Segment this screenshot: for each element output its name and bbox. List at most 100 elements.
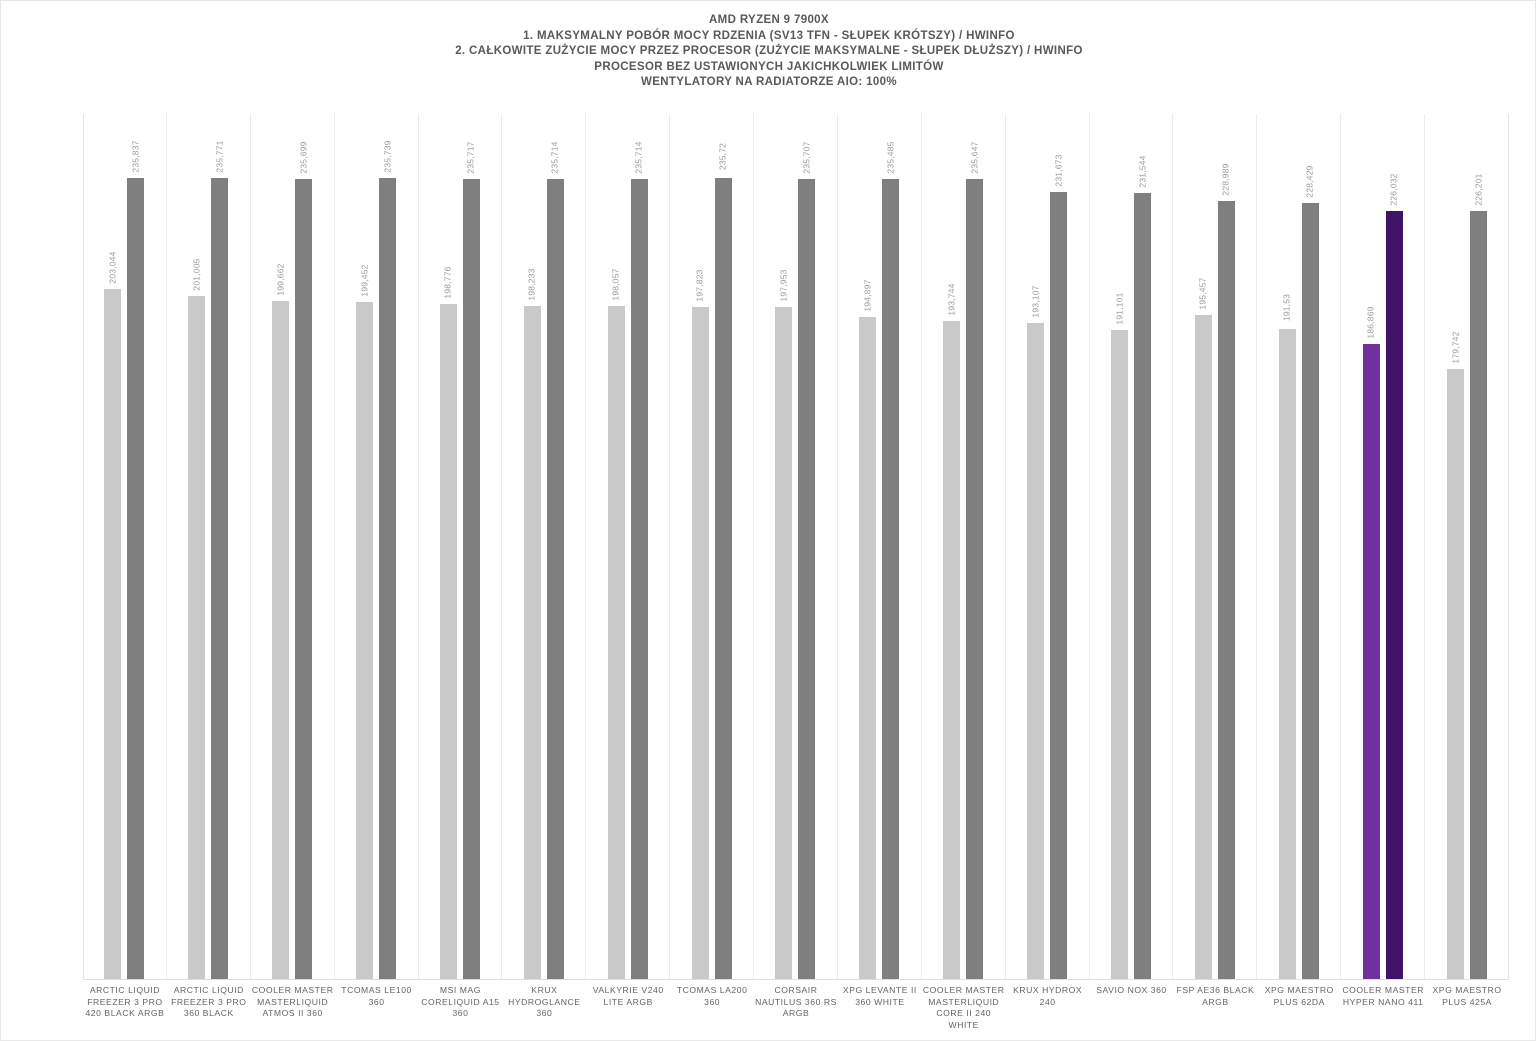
bar-rect[interactable]: [1385, 211, 1403, 979]
x-axis-label: CORSAIR NAUTILUS 360 RS ARGB: [755, 985, 837, 1018]
bar-rect[interactable]: [607, 306, 625, 979]
bar-rect[interactable]: [966, 178, 984, 979]
bar-group-bars: 197,953 235,707: [754, 114, 837, 979]
bar-rect[interactable]: [295, 178, 313, 979]
bar-core[interactable]: 198,057: [607, 114, 625, 979]
bar-total[interactable]: 226,201: [1470, 114, 1488, 979]
bar-group-bars: 197,823 235,72: [670, 114, 753, 979]
bar-value-label: 193,744: [946, 283, 957, 316]
bar-core[interactable]: 197,823: [691, 114, 709, 979]
bar-core[interactable]: 197,953: [775, 114, 793, 979]
x-axis-label: KRUX HYDROGLANCE 360: [508, 985, 581, 1018]
bar-rect[interactable]: [379, 178, 397, 979]
bar-rect[interactable]: [272, 300, 290, 979]
title-line-4: PROCESOR BEZ USTAWIONYCH JAKICHKOLWIEK L…: [594, 60, 944, 73]
title-line-1: AMD RYZEN 9 7900X: [709, 14, 829, 26]
bar-rect[interactable]: [1301, 203, 1319, 979]
bar-core[interactable]: 201,005: [188, 114, 206, 979]
x-axis-labels: ARCTIC LIQUID FREEZER 3 PRO 420 BLACK AR…: [83, 985, 1509, 1041]
bar-value-label: 235,72: [717, 143, 728, 171]
bar-total[interactable]: 235,739: [379, 114, 397, 979]
bar-rect[interactable]: [714, 178, 732, 979]
bar-value-label: 235,699: [298, 141, 309, 174]
bar-core[interactable]: 194,897: [859, 114, 877, 979]
bar-total[interactable]: 231,673: [1050, 114, 1068, 979]
bar-rect[interactable]: [691, 307, 709, 979]
bar-rect[interactable]: [188, 296, 206, 979]
bar-rect[interactable]: [523, 305, 541, 979]
bar-rect[interactable]: [356, 301, 374, 979]
bar-group-bars: 198,233 235,714: [502, 114, 585, 979]
bar-core[interactable]: 195,457: [1194, 114, 1212, 979]
bar-rect[interactable]: [1470, 210, 1488, 979]
bar-group: 191,53 228,429: [1257, 114, 1342, 979]
bar-value-label: 226,201: [1473, 173, 1484, 206]
x-axis-label: ARCTIC LIQUID FREEZER 3 PRO 360 BLACK: [171, 985, 247, 1018]
bar-core[interactable]: 193,744: [943, 114, 961, 979]
bar-rect[interactable]: [104, 289, 122, 979]
bar-total[interactable]: 228,429: [1301, 114, 1319, 979]
bar-total[interactable]: 228,989: [1217, 114, 1235, 979]
x-axis-label: ARCTIC LIQUID FREEZER 3 PRO 420 BLACK AR…: [85, 985, 165, 1018]
x-axis-label: XPG MAESTRO PLUS 425A: [1432, 985, 1502, 1007]
bar-core[interactable]: 199,662: [272, 114, 290, 979]
bar-core[interactable]: 198,233: [523, 114, 541, 979]
bar-core[interactable]: 191,53: [1278, 114, 1296, 979]
bar-total[interactable]: 235,72: [714, 114, 732, 979]
bar-total[interactable]: 235,485: [882, 114, 900, 979]
x-axis-label: MSI MAG CORELIQUID A15 360: [421, 985, 500, 1018]
bar-total[interactable]: 226,032: [1385, 114, 1403, 979]
bar-group: 198,057 235,714: [586, 114, 671, 979]
bar-rect[interactable]: [798, 178, 816, 979]
bar-group-bars: 203,044 235,837: [83, 114, 166, 979]
bar-value-label: 235,707: [801, 140, 812, 174]
bar-total[interactable]: 235,771: [211, 114, 229, 979]
bar-core[interactable]: 191,101: [1111, 114, 1129, 979]
bar-rect[interactable]: [546, 178, 564, 979]
bar-rect[interactable]: [1447, 368, 1465, 979]
bar-rect[interactable]: [439, 303, 457, 979]
bar-total[interactable]: 235,837: [127, 114, 145, 979]
bar-group: 198,233 235,714: [502, 114, 587, 979]
bar-total[interactable]: 231,544: [1134, 114, 1152, 979]
bar-total[interactable]: 235,647: [966, 114, 984, 979]
bar-core[interactable]: 193,107: [1027, 114, 1045, 979]
bar-group-bars: 191,101 231,544: [1090, 114, 1173, 979]
bar-rect[interactable]: [943, 321, 961, 979]
bar-core[interactable]: 198,776: [439, 114, 457, 979]
bar-rect[interactable]: [1278, 328, 1296, 979]
bar-rect[interactable]: [211, 178, 229, 979]
bar-rect[interactable]: [1217, 201, 1235, 979]
x-axis-label: COOLER MASTER MASTERLIQUID CORE II 240 W…: [922, 985, 1005, 1030]
bar-group: 195,457 228,989: [1173, 114, 1258, 979]
bar-value-label: 186,869: [1365, 306, 1376, 339]
bar-rect[interactable]: [1362, 344, 1380, 979]
bar-rect[interactable]: [127, 178, 145, 979]
bar-core[interactable]: 179,742: [1447, 114, 1465, 979]
bar-rect[interactable]: [859, 317, 877, 979]
bar-rect[interactable]: [882, 179, 900, 979]
bar-rect[interactable]: [1194, 315, 1212, 979]
bar-group: 199,662 235,699: [251, 114, 335, 979]
bar-total[interactable]: 235,717: [462, 114, 480, 979]
bar-total[interactable]: 235,699: [295, 114, 313, 979]
bar-rect[interactable]: [1027, 323, 1045, 979]
bar-rect[interactable]: [630, 178, 648, 979]
bar-core[interactable]: 203,044: [104, 114, 122, 979]
bar-rect[interactable]: [1134, 192, 1152, 979]
bar-rect[interactable]: [775, 306, 793, 979]
bar-group: 197,953 235,707: [754, 114, 838, 979]
bar-total[interactable]: 235,714: [546, 114, 564, 979]
bar-value-label: 226,032: [1388, 173, 1399, 206]
bar-group-bars: 199,452 235,739: [335, 114, 418, 979]
plot-area: 203,044 235,837 201,005 235,771 199,662 235,6…: [83, 114, 1509, 980]
bar-rect[interactable]: [1050, 192, 1068, 979]
bar-rect[interactable]: [1111, 330, 1129, 979]
bar-rect[interactable]: [462, 178, 480, 979]
bar-core[interactable]: 199,452: [356, 114, 374, 979]
bar-core[interactable]: 186,869: [1362, 114, 1380, 979]
bar-total[interactable]: 235,714: [630, 114, 648, 979]
bar-total[interactable]: 235,707: [798, 114, 816, 979]
x-axis-label: TCOMAS LE100 360: [341, 985, 412, 1007]
title-line-2: 1. MAKSYMALNY POBÓR MOCY RDZENIA (SV13 T…: [523, 29, 1015, 42]
